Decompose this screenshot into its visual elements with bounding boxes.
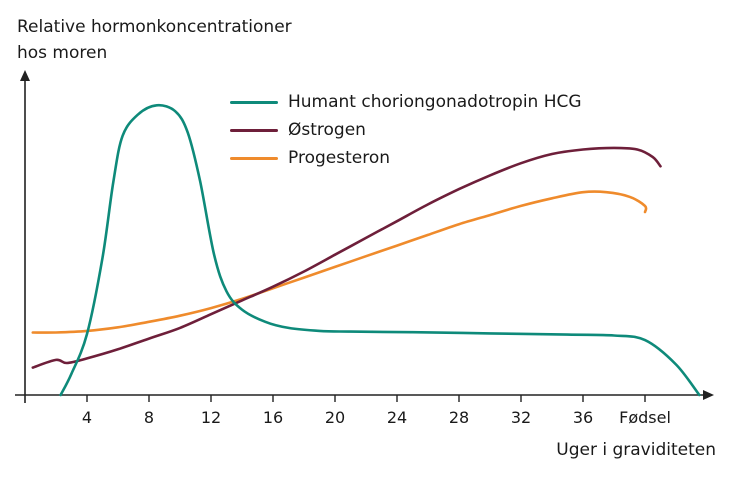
legend-swatch-oestrogen xyxy=(230,128,278,132)
series-line-progesteron xyxy=(31,190,648,334)
x-tick-label: 36 xyxy=(573,408,593,427)
legend-swatch-progesteron xyxy=(230,156,278,160)
x-tick-label: Fødsel xyxy=(619,408,671,427)
x-tick-label: 24 xyxy=(387,408,407,427)
legend-label-progesteron: Progesteron xyxy=(288,148,390,168)
y-axis-title-line2: hos moren xyxy=(17,43,108,63)
series-lines xyxy=(31,103,701,397)
x-tick-label: 32 xyxy=(511,408,531,427)
series-line-oestrogen xyxy=(31,146,662,369)
legend-item-oestrogen: Østrogen xyxy=(230,116,582,144)
x-tick-label: 12 xyxy=(201,408,221,427)
legend-label-oestrogen: Østrogen xyxy=(288,120,366,140)
x-tick-label: 20 xyxy=(325,408,345,427)
legend-swatch-hcg xyxy=(230,100,278,104)
y-axis-arrow-icon xyxy=(20,70,30,81)
axes xyxy=(15,70,714,403)
legend-item-progesteron: Progesteron xyxy=(230,144,582,172)
legend-item-hcg: Humant choriongonadotropin HCG xyxy=(230,88,582,116)
x-tick-label: 8 xyxy=(144,408,154,427)
x-axis-title: Uger i graviditeten xyxy=(556,440,716,460)
x-tick-label: 16 xyxy=(263,408,283,427)
legend-label-hcg: Humant choriongonadotropin HCG xyxy=(288,92,582,112)
series-line-hcg xyxy=(59,103,701,397)
x-axis-arrow-icon xyxy=(703,390,714,400)
x-tick-label: 4 xyxy=(82,408,92,427)
y-axis-title: Relative hormonkoncentrationer hos moren xyxy=(17,14,292,66)
legend: Humant choriongonadotropin HCG Østrogen … xyxy=(230,88,582,172)
y-axis-title-line1: Relative hormonkoncentrationer xyxy=(17,17,292,37)
x-ticks: 4 8 12 16 20 24 28 32 36 Fødsel xyxy=(82,395,671,427)
x-tick-label: 28 xyxy=(449,408,469,427)
